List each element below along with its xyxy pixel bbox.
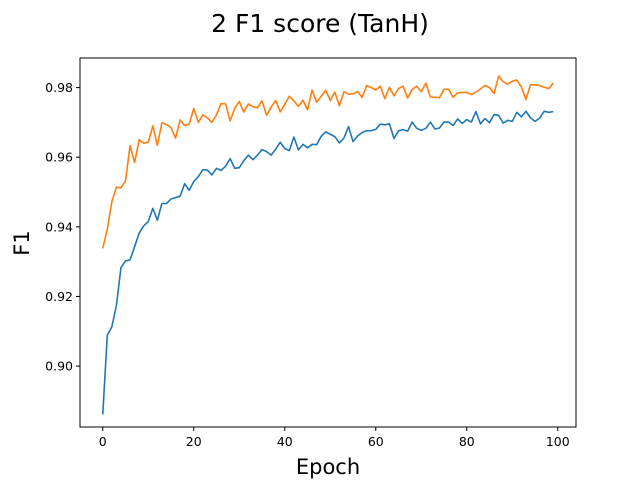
x-tick-label: 40 — [277, 434, 293, 449]
plot-frame — [79, 57, 577, 428]
series-line-1 — [101, 110, 554, 415]
y-tick-label: 0.94 — [45, 219, 73, 234]
x-axis-ticks: 0 20 40 60 80 100 — [99, 427, 570, 449]
chart-title: 2 F1 score (TanH) — [211, 9, 429, 38]
x-tick-label: 100 — [546, 434, 570, 449]
series-layer — [101, 75, 554, 415]
x-tick-label: 0 — [99, 434, 107, 449]
x-tick-label: 60 — [368, 434, 384, 449]
y-axis-ticks: 0.90 0.92 0.94 0.96 0.98 — [45, 80, 80, 374]
x-tick-label: 20 — [186, 434, 202, 449]
y-tick-label: 0.98 — [45, 80, 73, 95]
y-tick-label: 0.96 — [45, 150, 73, 165]
y-axis-label: F1 — [10, 230, 34, 255]
y-tick-label: 0.90 — [45, 359, 73, 374]
x-axis-label: Epoch — [296, 455, 360, 479]
y-tick-label: 0.92 — [45, 289, 73, 304]
series-line-2 — [101, 75, 554, 249]
x-tick-label: 80 — [459, 434, 475, 449]
plot-area — [80, 58, 576, 427]
